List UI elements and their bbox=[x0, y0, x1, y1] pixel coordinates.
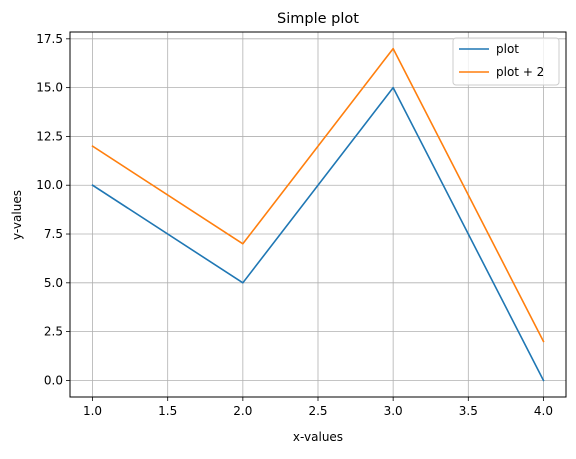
x-tick-label: 3.0 bbox=[384, 404, 403, 418]
y-tick-label: 12.5 bbox=[36, 129, 63, 143]
y-tick-label: 7.5 bbox=[44, 227, 63, 241]
x-tick-label: 3.5 bbox=[459, 404, 478, 418]
x-axis-ticks: 1.0 1.5 2.0 2.5 3.0 3.5 4.0 bbox=[83, 397, 553, 418]
legend-label-plot-plus-2: plot + 2 bbox=[496, 65, 544, 79]
series-lines bbox=[91, 47, 545, 382]
series-line-1 bbox=[91, 47, 545, 343]
y-tick-label: 0.0 bbox=[44, 373, 63, 387]
x-tick-label: 1.5 bbox=[158, 404, 177, 418]
series-line-0 bbox=[91, 86, 545, 382]
x-tick-label: 2.5 bbox=[308, 404, 327, 418]
x-tick-label: 4.0 bbox=[534, 404, 553, 418]
x-axis-label: x-values bbox=[293, 430, 343, 444]
chart-title: Simple plot bbox=[277, 11, 359, 27]
y-tick-label: 10.0 bbox=[36, 178, 63, 192]
y-tick-label: 17.5 bbox=[36, 32, 63, 46]
x-tick-label: 2.0 bbox=[233, 404, 252, 418]
y-axis-label: y-values bbox=[10, 190, 24, 240]
x-tick-label: 1.0 bbox=[83, 404, 102, 418]
legend: plot plot + 2 bbox=[452, 37, 560, 86]
y-tick-label: 5.0 bbox=[44, 276, 63, 290]
legend-label-plot: plot bbox=[496, 42, 519, 56]
y-tick-label: 2.5 bbox=[44, 325, 63, 339]
y-axis-ticks: 0.0 2.5 5.0 7.5 10.0 12.5 15.0 17.5 bbox=[36, 32, 70, 387]
grid bbox=[70, 32, 566, 397]
y-tick-label: 15.0 bbox=[36, 81, 63, 95]
